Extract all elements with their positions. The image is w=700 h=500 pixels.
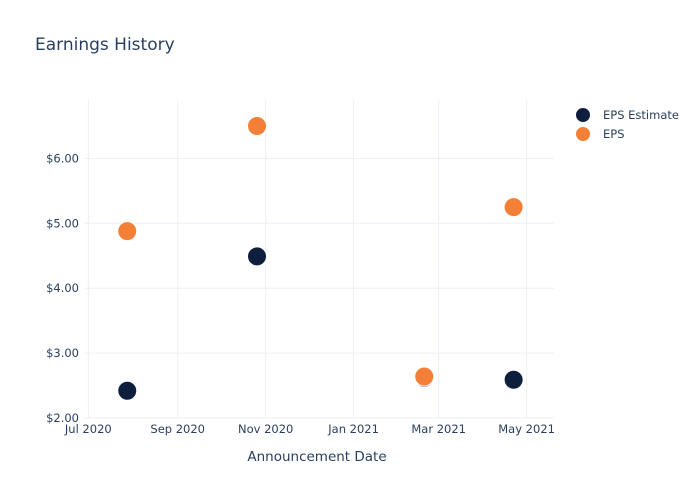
grid <box>84 100 554 419</box>
chart-title: Earnings History <box>35 35 175 55</box>
legend-label[interactable]: EPS Estimate <box>603 108 679 122</box>
y-axis-ticks: $2.00 $3.00 $4.00 $5.00 $6.00 <box>46 151 79 425</box>
y-tick-label: $4.00 <box>46 281 79 295</box>
x-axis-title: Announcement Date <box>247 449 386 465</box>
x-tick-label: Mar 2021 <box>411 422 466 436</box>
x-tick-label: May 2021 <box>498 422 555 436</box>
eps-estimate-point[interactable] <box>247 246 268 267</box>
x-tick-label: Sep 2020 <box>150 422 205 436</box>
legend-marker[interactable] <box>575 107 591 123</box>
y-tick-label: $6.00 <box>46 151 79 165</box>
eps-estimate-point[interactable] <box>117 380 138 401</box>
x-axis-ticks: Jul 2020 Sep 2020 Nov 2020 Jan 2021 Mar 2021… <box>64 422 555 436</box>
legend: EPS Estimate EPS <box>575 107 679 142</box>
legend-label[interactable]: EPS <box>603 127 625 141</box>
y-tick-label: $2.00 <box>46 411 79 425</box>
y-tick-label: $3.00 <box>46 346 79 360</box>
eps-point[interactable] <box>117 221 138 242</box>
eps-estimate-point[interactable] <box>503 369 524 390</box>
eps-point[interactable] <box>414 366 435 387</box>
x-tick-label: Nov 2020 <box>238 422 293 436</box>
y-tick-label: $5.00 <box>46 216 79 230</box>
legend-marker[interactable] <box>575 126 591 142</box>
eps-point[interactable] <box>247 115 268 136</box>
x-tick-label: Jan 2021 <box>327 422 379 436</box>
eps-point[interactable] <box>503 197 524 218</box>
data-points <box>117 115 524 401</box>
x-tick-label: Jul 2020 <box>64 422 112 436</box>
